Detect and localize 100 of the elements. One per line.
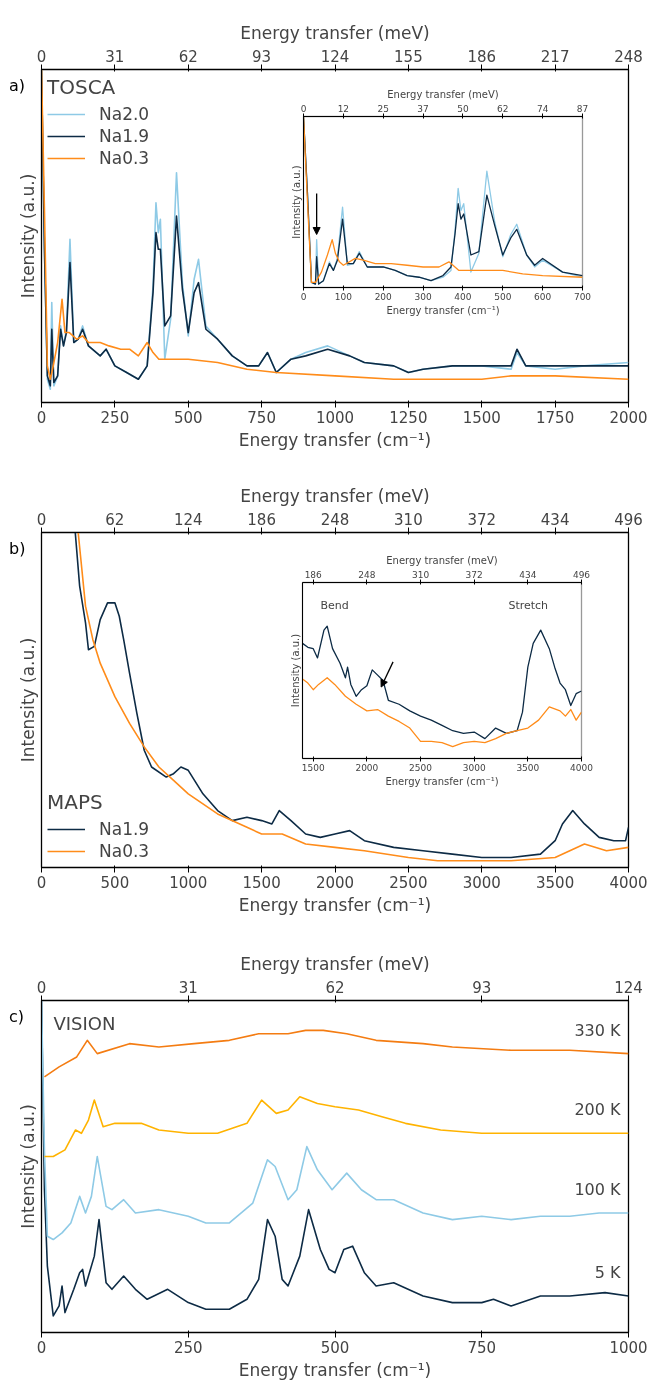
x2-tick-label: 217 <box>540 47 570 66</box>
x-tick-label: 1000 <box>169 873 208 892</box>
x2-tick-label: 12 <box>337 103 350 114</box>
x-tick-label: 1000 <box>609 1338 648 1357</box>
legend-label: Na2.0 <box>99 104 150 124</box>
x2-tick-label: 0 <box>36 978 47 997</box>
x-tick-label: 1000 <box>315 408 355 427</box>
x2-axis-title: Energy transfer (meV) <box>240 953 430 974</box>
x-tick-label: 2500 <box>409 762 433 773</box>
x2-tick-label: 74 <box>536 103 549 114</box>
x-tick-label: 1500 <box>301 762 325 773</box>
x2-axis-title: Energy transfer (meV) <box>240 485 430 506</box>
series-label: 330 K <box>574 1020 622 1040</box>
legend-title: TOSCA <box>47 75 117 99</box>
chart-title: b) <box>9 538 26 560</box>
x-tick-label: 0 <box>36 1338 47 1357</box>
x-tick-label: 4000 <box>570 762 594 773</box>
x-tick-label: 250 <box>100 408 130 427</box>
x2-tick-label: 434 <box>519 569 537 580</box>
x2-tick-label: 93 <box>472 978 492 997</box>
x2-tick-label: 62 <box>325 978 345 997</box>
annotation: VISION <box>53 1012 116 1034</box>
x2-tick-label: 62 <box>497 103 509 114</box>
x2-tick-label: 25 <box>377 103 389 114</box>
x-axis-title: Energy transfer (cm⁻¹) <box>238 1359 432 1380</box>
x2-tick-label: 248 <box>614 47 643 66</box>
x-tick-label: 3000 <box>462 873 501 892</box>
x2-tick-label: 31 <box>178 978 198 997</box>
x-tick-label: 2000 <box>609 408 648 427</box>
x2-tick-label: 496 <box>572 569 591 580</box>
x-tick-label: 500 <box>100 873 130 892</box>
x2-tick-label: 0 <box>36 510 47 529</box>
x2-tick-label: 372 <box>465 569 483 580</box>
x-tick-label: 600 <box>534 291 552 302</box>
x2-tick-label: 124 <box>173 510 203 529</box>
x-tick-label: 750 <box>247 408 276 427</box>
x-tick-label: 500 <box>320 1338 350 1357</box>
x2-tick-label: 0 <box>36 47 47 66</box>
legend-label: Na0.3 <box>99 841 150 861</box>
x-tick-label: 1500 <box>462 408 501 427</box>
annotation: Stretch <box>508 598 549 612</box>
x2-tick-label: 248 <box>320 510 350 529</box>
y-axis-title: Intensity (a.u.) <box>289 633 301 708</box>
x-tick-label: 0 <box>36 408 47 427</box>
annotation: Bend <box>320 598 349 612</box>
x2-tick-label: 434 <box>540 510 570 529</box>
x2-tick-label: 124 <box>614 978 643 997</box>
x2-tick-label: 310 <box>394 510 423 529</box>
x-tick-label: 3000 <box>462 762 486 773</box>
x2-tick-label: 310 <box>411 569 430 580</box>
x2-tick-label: 155 <box>394 47 423 66</box>
x2-tick-label: 186 <box>304 569 323 580</box>
x-tick-label: 500 <box>494 291 512 302</box>
x-tick-label: 100 <box>334 291 353 302</box>
x2-tick-label: 248 <box>358 569 376 580</box>
x-tick-label: 1500 <box>242 873 281 892</box>
x-tick-label: 0 <box>36 873 47 892</box>
text: a) <box>9 75 26 97</box>
x2-tick-label: 0 <box>300 103 307 114</box>
x2-tick-label: 50 <box>457 103 469 114</box>
x-tick-label: 3500 <box>516 762 540 773</box>
x2-tick-label: 124 <box>320 47 350 66</box>
x2-tick-label: 62 <box>178 47 198 66</box>
legend-title: MAPS <box>47 790 104 814</box>
x-tick-label: 1750 <box>536 408 575 427</box>
x-tick-label: 2000 <box>315 873 355 892</box>
series-label: 200 K <box>574 1100 622 1120</box>
x-tick-label: 200 <box>374 291 393 302</box>
y-axis-title: Intensity (a.u.) <box>17 173 38 299</box>
x-tick-label: 2500 <box>389 873 428 892</box>
x-tick-label: 1250 <box>389 408 428 427</box>
x2-tick-label: 496 <box>614 510 643 529</box>
x2-tick-label: 87 <box>576 103 589 114</box>
y-axis-title: Intensity (a.u.) <box>290 165 302 239</box>
x-axis-title: Energy transfer (cm⁻¹) <box>385 775 499 787</box>
y-axis-title: Intensity (a.u.) <box>17 1104 38 1229</box>
x-tick-label: 2000 <box>355 762 379 773</box>
x-tick-label: 250 <box>173 1338 203 1357</box>
x2-tick-label: 186 <box>467 47 497 66</box>
x2-axis-title: Energy transfer (meV) <box>240 22 430 43</box>
x2-tick-label: 31 <box>105 47 125 66</box>
legend-label: Na0.3 <box>99 148 150 168</box>
y-axis-title: Intensity (a.u.) <box>17 637 38 763</box>
x-tick-label: 750 <box>467 1338 497 1357</box>
x2-tick-label: 372 <box>467 510 497 529</box>
text: c) <box>9 1006 25 1028</box>
x2-tick-label: 93 <box>252 47 272 66</box>
x2-tick-label: 62 <box>105 510 125 529</box>
x-tick-label: 0 <box>300 291 307 302</box>
series-label: 5 K <box>594 1262 622 1282</box>
legend-label: Na1.9 <box>99 819 150 839</box>
x-axis-title: Energy transfer (cm⁻¹) <box>238 429 432 450</box>
x-axis-title: Energy transfer (cm⁻¹) <box>386 304 500 316</box>
x-tick-label: 700 <box>573 291 592 302</box>
x-tick-label: 300 <box>414 291 432 302</box>
x-axis-title: Energy transfer (cm⁻¹) <box>238 894 432 915</box>
legend-label: Na1.9 <box>99 126 150 146</box>
x-tick-label: 3500 <box>536 873 575 892</box>
x2-axis-title: Energy transfer (meV) <box>387 88 499 100</box>
x-tick-label: 500 <box>173 408 203 427</box>
